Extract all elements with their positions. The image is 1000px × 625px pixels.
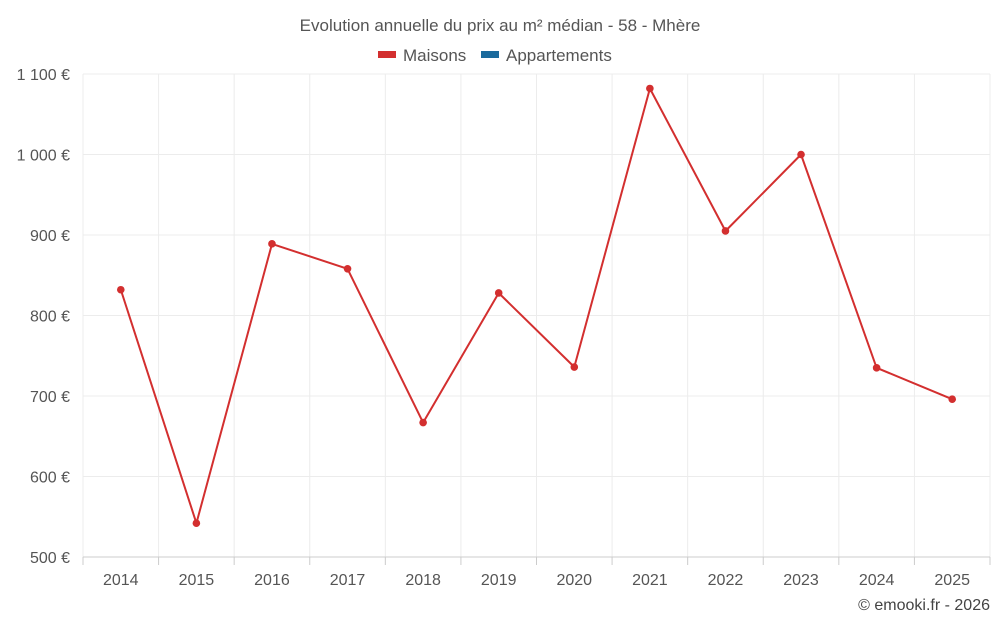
legend-item-appartements[interactable]: Appartements (481, 46, 612, 65)
x-tick-label: 2018 (405, 572, 441, 589)
legend-label-maisons: Maisons (403, 46, 466, 65)
y-tick-label: 600 € (30, 470, 70, 487)
data-point[interactable] (646, 84, 654, 93)
data-point[interactable] (797, 150, 805, 159)
x-tick-label: 2022 (708, 572, 744, 589)
legend-swatch-maisons (378, 51, 396, 58)
y-tick-label: 700 € (30, 389, 70, 406)
legend-swatch-appartements (481, 51, 499, 58)
legend: Maisons Appartements (378, 46, 612, 65)
series-line-maisons (119, 87, 953, 525)
data-point[interactable] (268, 240, 276, 248)
data-point[interactable] (494, 289, 503, 297)
x-tick-label: 2021 (632, 572, 668, 589)
data-point[interactable] (721, 227, 730, 235)
series-layer (116, 84, 957, 527)
x-tick-label: 2023 (783, 572, 819, 589)
y-tick-label: 800 € (30, 309, 70, 326)
y-tick-label: 500 € (30, 550, 70, 567)
data-point[interactable] (192, 519, 201, 527)
y-tick-label: 1 000 € (17, 148, 70, 165)
y-tick-label: 900 € (30, 228, 70, 245)
x-tick-label: 2020 (556, 572, 592, 589)
data-point[interactable] (116, 285, 125, 294)
data-point[interactable] (419, 418, 427, 427)
legend-item-maisons[interactable]: Maisons (378, 46, 466, 65)
x-tick-label: 2016 (254, 572, 290, 589)
x-gridlines (82, 74, 991, 565)
x-tick-label: 2019 (481, 572, 517, 589)
x-tick-label: 2017 (330, 572, 366, 589)
x-axis-ticks: 2014 2015 2016 2017 2018 2019 2020 2021 2022 2023… (103, 572, 970, 589)
chart-title: Evolution annuelle du prix au m² médian … (300, 16, 701, 35)
x-tick-label: 2024 (859, 572, 895, 589)
data-point[interactable] (570, 363, 579, 371)
legend-label-appartements: Appartements (506, 46, 612, 65)
x-tick-label: 2025 (934, 572, 970, 589)
y-axis-ticks: 500 € 600 € 700 € 800 € 900 € 1 000 € 1 100 € (17, 67, 70, 567)
y-tick-label: 1 100 € (17, 67, 70, 84)
data-point[interactable] (872, 364, 881, 372)
credit-text: © emooki.fr - 2026 (858, 597, 990, 614)
x-tick-label: 2014 (103, 572, 139, 589)
x-tick-label: 2015 (179, 572, 215, 589)
data-point[interactable] (948, 395, 957, 404)
data-point[interactable] (343, 265, 352, 273)
